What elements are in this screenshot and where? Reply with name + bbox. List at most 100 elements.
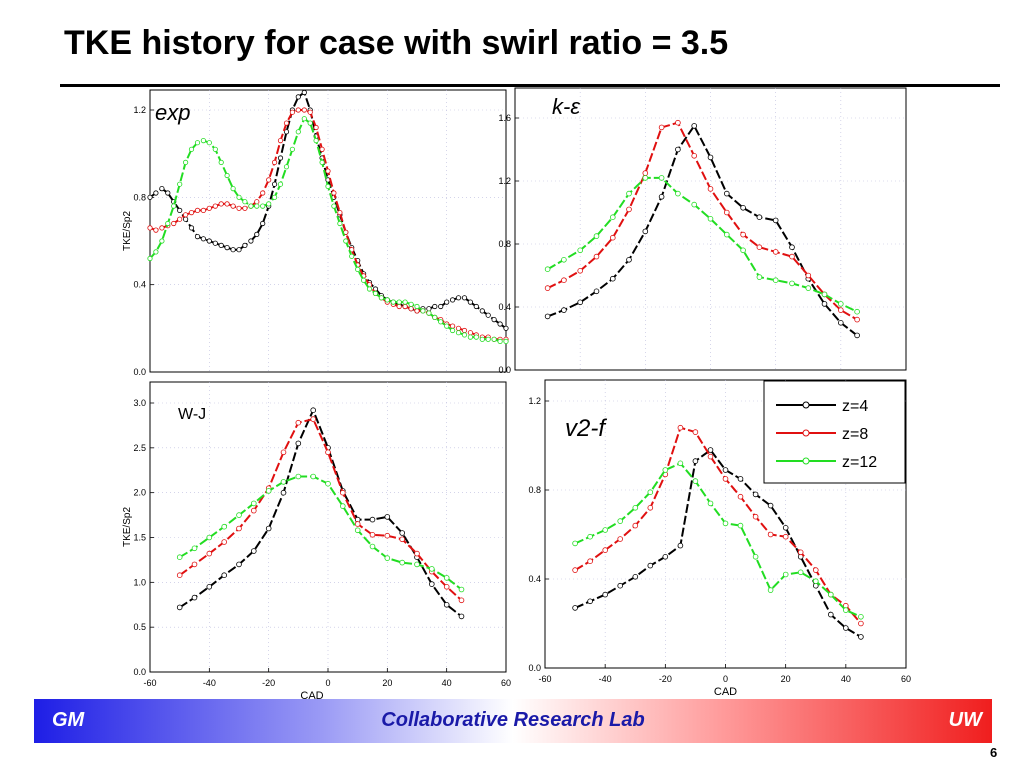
data-point xyxy=(722,520,729,527)
data-point xyxy=(626,256,632,263)
data-point xyxy=(812,567,819,573)
data-point xyxy=(561,277,567,284)
data-point xyxy=(230,203,236,209)
x-tick-label: 0 xyxy=(723,674,728,684)
data-point xyxy=(251,548,257,554)
data-point xyxy=(647,489,654,496)
data-point xyxy=(325,168,331,174)
data-point xyxy=(812,578,819,584)
x-tick-label: 20 xyxy=(382,678,392,688)
data-point xyxy=(147,255,153,262)
data-point xyxy=(206,140,212,146)
y-tick-label: 0.0 xyxy=(133,367,146,377)
data-point xyxy=(503,338,509,344)
x-tick-label: -20 xyxy=(659,674,672,684)
data-point xyxy=(420,308,426,314)
data-point xyxy=(283,164,290,170)
y-tick-label: 1.2 xyxy=(528,396,541,406)
data-point xyxy=(740,205,746,211)
data-point xyxy=(366,286,373,292)
data-point xyxy=(491,336,497,342)
data-point xyxy=(188,210,195,216)
data-point xyxy=(236,205,242,211)
data-point xyxy=(617,536,623,542)
data-point xyxy=(432,314,438,320)
data-point xyxy=(260,203,266,209)
data-point xyxy=(854,308,860,315)
data-point xyxy=(301,116,307,122)
data-point xyxy=(242,205,248,211)
data-point xyxy=(289,109,295,115)
data-point xyxy=(722,467,729,473)
data-point xyxy=(325,183,331,189)
footer-center-label: Collaborative Research Lab xyxy=(381,709,645,731)
data-point xyxy=(572,605,578,611)
data-point xyxy=(723,190,730,197)
data-point xyxy=(691,201,697,208)
data-point xyxy=(767,531,774,538)
data-point xyxy=(723,209,730,216)
data-point xyxy=(266,177,272,183)
x-tick-label: 60 xyxy=(901,674,911,684)
data-point xyxy=(224,201,230,207)
data-point xyxy=(221,539,228,545)
data-point xyxy=(147,225,153,231)
x-axis-label: CAD xyxy=(714,686,737,698)
data-point xyxy=(224,245,230,251)
data-point xyxy=(428,566,435,572)
data-point xyxy=(821,291,828,298)
data-point xyxy=(691,123,697,129)
data-point xyxy=(805,285,812,291)
data-point xyxy=(609,234,616,241)
y-tick-label: 2.0 xyxy=(133,488,146,498)
data-point xyxy=(191,594,198,601)
data-point xyxy=(236,194,242,200)
data-point xyxy=(159,186,165,192)
data-point xyxy=(632,522,639,529)
data-point xyxy=(396,303,402,310)
data-point xyxy=(842,607,849,613)
data-point xyxy=(260,190,266,196)
data-point xyxy=(236,247,242,253)
data-point xyxy=(212,203,218,209)
data-point xyxy=(280,489,287,496)
title-divider xyxy=(60,84,1000,87)
data-point xyxy=(221,572,228,578)
y-axis-label: TKE/Sp2 xyxy=(122,211,133,251)
data-point xyxy=(737,522,744,529)
data-point xyxy=(497,338,503,344)
data-point xyxy=(355,266,361,272)
data-point xyxy=(602,527,608,533)
data-point xyxy=(369,531,376,538)
data-point xyxy=(399,559,406,566)
data-point xyxy=(230,186,236,192)
data-point xyxy=(821,301,828,307)
data-point xyxy=(642,170,649,176)
data-point xyxy=(675,190,681,197)
data-point xyxy=(602,591,608,598)
y-tick-label: 0.8 xyxy=(528,485,541,495)
data-point xyxy=(837,301,844,307)
data-point xyxy=(443,575,450,581)
data-point xyxy=(485,336,491,342)
data-point xyxy=(295,419,302,426)
data-point xyxy=(707,453,714,460)
data-point xyxy=(384,532,391,539)
data-point xyxy=(449,297,456,303)
data-point xyxy=(408,301,414,307)
data-point xyxy=(692,458,699,464)
data-point xyxy=(271,159,278,165)
data-point xyxy=(752,491,759,498)
data-point xyxy=(438,303,444,310)
x-tick-label: -60 xyxy=(538,674,551,684)
y-tick-label: 0.8 xyxy=(133,192,146,202)
data-point xyxy=(194,234,201,240)
x-tick-label: 40 xyxy=(841,674,851,684)
data-point xyxy=(313,138,319,144)
y-tick-label: 0.0 xyxy=(498,365,511,375)
data-point xyxy=(461,327,468,334)
data-point xyxy=(544,266,551,273)
data-point xyxy=(277,181,284,187)
data-point xyxy=(617,518,623,524)
data-point xyxy=(577,299,583,306)
